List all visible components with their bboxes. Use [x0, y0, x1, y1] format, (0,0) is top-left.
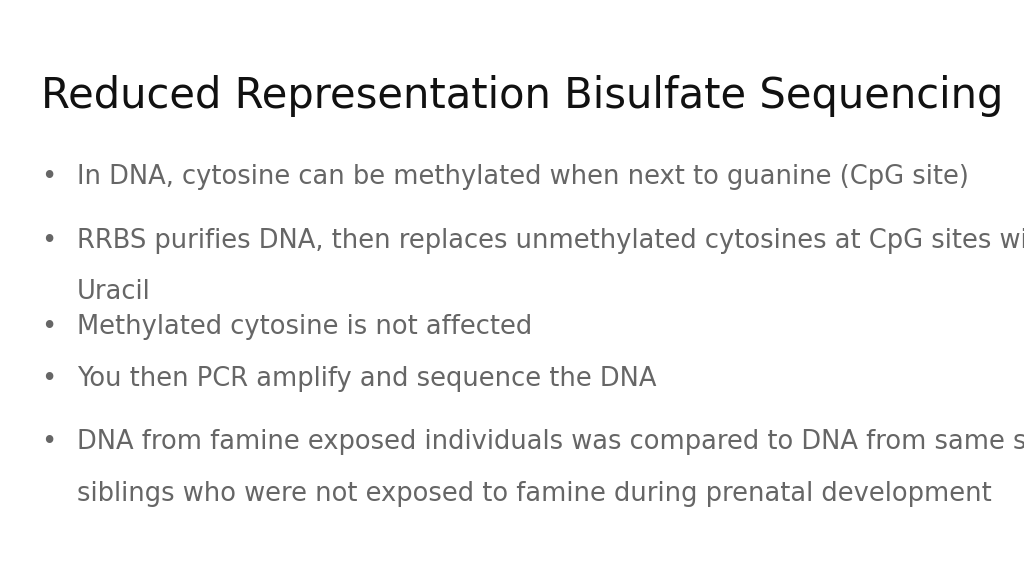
- Text: •: •: [42, 366, 56, 392]
- Text: •: •: [42, 429, 56, 455]
- Text: •: •: [42, 164, 56, 190]
- Text: •: •: [42, 314, 56, 340]
- Text: •: •: [42, 228, 56, 253]
- Text: RRBS purifies DNA, then replaces unmethylated cytosines at CpG sites with: RRBS purifies DNA, then replaces unmethy…: [77, 228, 1024, 253]
- Text: Reduced Representation Bisulfate Sequencing: Reduced Representation Bisulfate Sequenc…: [41, 75, 1004, 117]
- Text: Methylated cytosine is not affected: Methylated cytosine is not affected: [77, 314, 532, 340]
- Text: Uracil: Uracil: [77, 279, 151, 305]
- Text: You then PCR amplify and sequence the DNA: You then PCR amplify and sequence the DN…: [77, 366, 656, 392]
- Text: In DNA, cytosine can be methylated when next to guanine (CpG site): In DNA, cytosine can be methylated when …: [77, 164, 969, 190]
- Text: DNA from famine exposed individuals was compared to DNA from same sex: DNA from famine exposed individuals was …: [77, 429, 1024, 455]
- Text: siblings who were not exposed to famine during prenatal development: siblings who were not exposed to famine …: [77, 481, 991, 507]
